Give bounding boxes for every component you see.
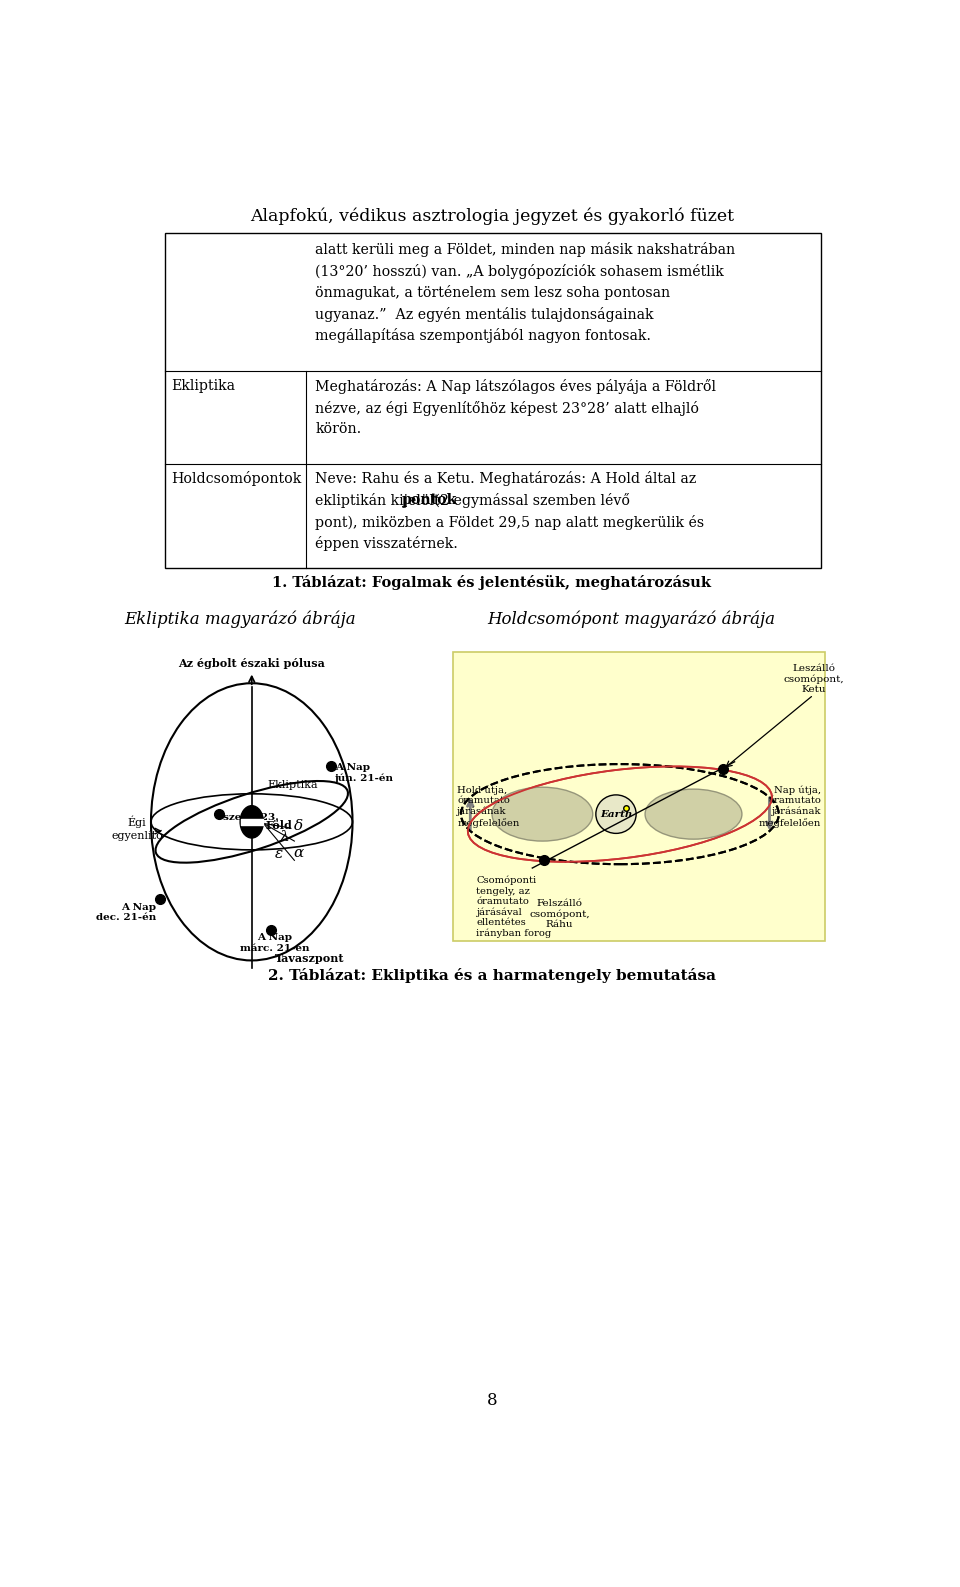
Text: Earth: Earth [600,809,633,819]
Text: megállapítása szempontjából nagyon fontosak.: megállapítása szempontjából nagyon fonto… [315,329,651,343]
Text: Ekliptika: Ekliptika [171,379,235,394]
Text: Holdcsomópontok: Holdcsomópontok [171,471,301,487]
Text: Alapfokú, védikus asztrologia jegyzet és gyakorló füzet: Alapfokú, védikus asztrologia jegyzet és… [250,208,734,225]
Text: λ: λ [279,830,289,844]
Text: A Nap
dec. 21-én: A Nap dec. 21-én [96,903,156,922]
Text: Tavaszpont: Tavaszpont [276,952,345,963]
Text: éppen visszatérnek.: éppen visszatérnek. [315,536,458,551]
Text: szept. 23.: szept. 23. [223,813,279,822]
Text: Leszálló
csomópont,
Ketu: Leszálló csomópont, Ketu [783,663,844,695]
Ellipse shape [240,806,263,838]
Ellipse shape [645,789,742,840]
Text: Égi
egyenlítő: Égi egyenlítő [111,816,163,841]
Text: Holdcsomópont magyarázó ábrája: Holdcsomópont magyarázó ábrája [488,609,776,627]
Text: nézve, az égi Egyenlítőhöz képest 23°28’ alatt elhajló: nézve, az égi Egyenlítőhöz képest 23°28’… [315,400,699,416]
Text: Föld: Föld [266,820,293,832]
Text: A Nap
márc. 21-én: A Nap márc. 21-én [240,933,310,952]
Text: Neve: Rahu és a Ketu. Meghatározás: A Hold által az: Neve: Rahu és a Ketu. Meghatározás: A Ho… [315,471,697,487]
Text: α: α [293,846,303,860]
Text: Felszálló
csomópont,
Ráhu: Felszálló csomópont, Ráhu [529,898,589,930]
Text: (13°20’ hosszú) van. „A bolygópozíciók sohasem ismétlik: (13°20’ hosszú) van. „A bolygópozíciók s… [315,263,724,279]
Text: ekliptikán kijelölt: ekliptikán kijelölt [315,494,444,508]
Text: 2. Táblázat: Ekliptika és a harmatengely bemutatása: 2. Táblázat: Ekliptika és a harmatengely… [268,968,716,982]
Text: Ekliptika magyarázó ábrája: Ekliptika magyarázó ábrája [124,609,356,627]
Text: önmagukat, a történelem sem lesz soha pontosan: önmagukat, a történelem sem lesz soha po… [315,286,670,300]
Text: A Nap
jún. 21-én: A Nap jún. 21-én [335,762,394,782]
Text: Ekliptika: Ekliptika [267,781,318,790]
Text: alatt kerüli meg a Földet, minden nap másik nakshatrában: alatt kerüli meg a Földet, minden nap má… [315,243,735,257]
Ellipse shape [492,787,592,841]
Text: (2 egymással szemben lévő: (2 egymással szemben lévő [430,494,630,508]
FancyBboxPatch shape [453,652,826,941]
Text: ugyanaz.”  Az egyén mentális tulajdonságainak: ugyanaz.” Az egyén mentális tulajdonsága… [315,306,654,322]
Text: 1. Táblázat: Fogalmak és jelentésük, meghatározásuk: 1. Táblázat: Fogalmak és jelentésük, meg… [273,576,711,590]
Text: körön.: körön. [315,422,362,436]
Text: δ: δ [294,819,302,833]
Ellipse shape [596,795,636,833]
Text: Az égbolt északi pólusa: Az égbolt északi pólusa [179,659,325,670]
Text: Meghatározás: A Nap látszólagos éves pályája a Földről: Meghatározás: A Nap látszólagos éves pál… [315,379,716,394]
Text: pontok: pontok [401,494,457,508]
Text: Nap útja,
óramutato
járásának
megfelelően: Nap útja, óramutato járásának megfelelőe… [759,786,822,827]
Text: pont), miközben a Földet 29,5 nap alatt megkerülik és: pont), miközben a Földet 29,5 nap alatt … [315,514,705,530]
Text: Csomóponti
tengely, az
óramutato
járásával
ellentétes
irányban forog: Csomóponti tengely, az óramutato járásáv… [476,876,552,938]
Text: ε: ε [275,847,283,862]
Text: Hold útja,
óramutato
járásának
megfelelően: Hold útja, óramutato járásának megfelelő… [457,786,519,827]
Text: 8: 8 [487,1392,497,1409]
